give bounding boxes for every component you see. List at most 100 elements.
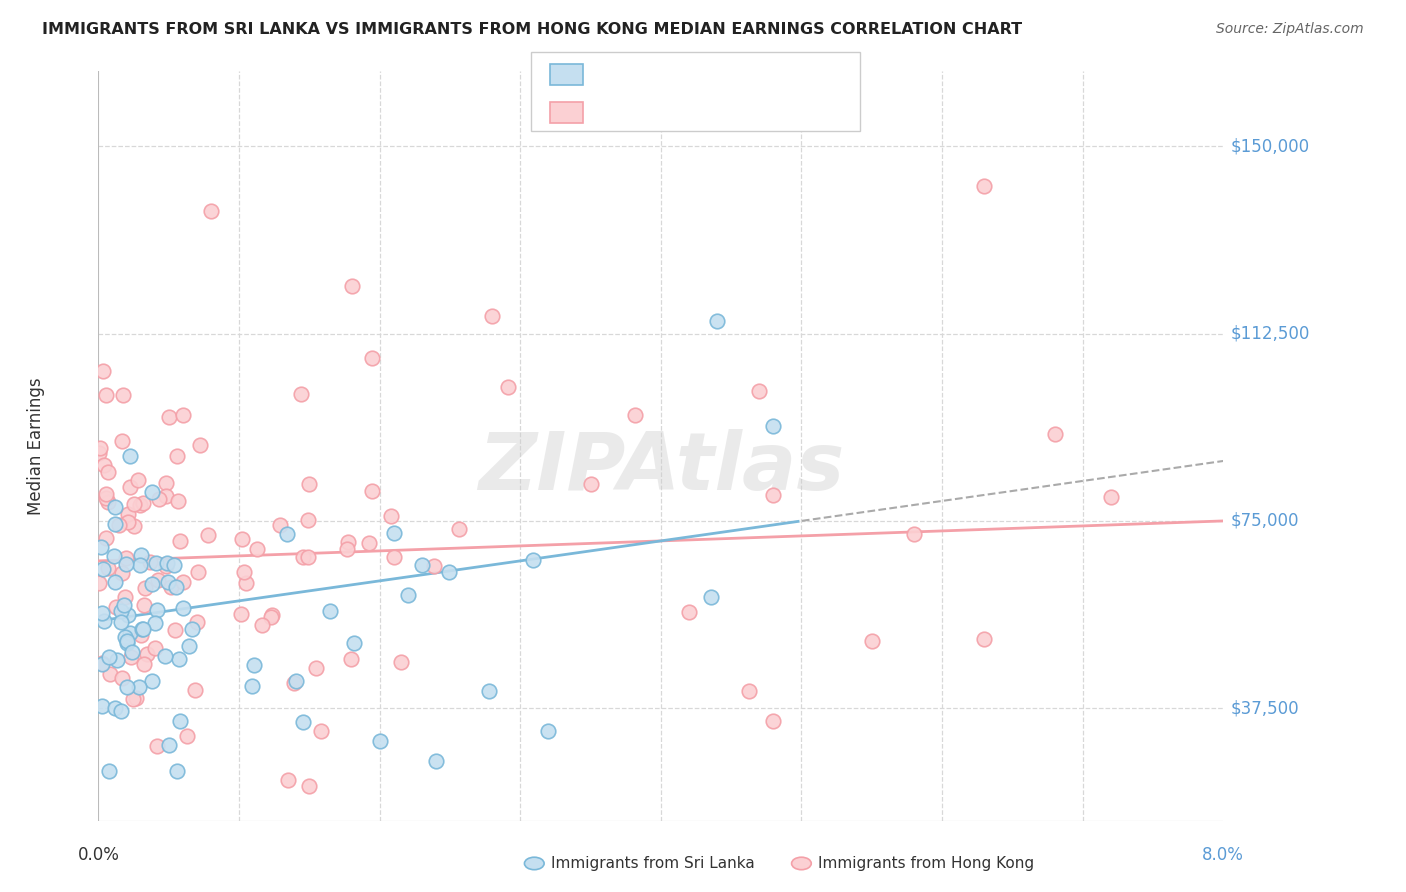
Text: $112,500: $112,500 <box>1230 325 1309 343</box>
Point <box>176 729 198 743</box>
Point <box>97 561 120 575</box>
Point <box>246 542 269 557</box>
Point <box>297 513 319 527</box>
Point <box>240 679 263 693</box>
Point <box>380 509 402 524</box>
Point <box>169 534 191 549</box>
Text: Immigrants from Sri Lanka: Immigrants from Sri Lanka <box>551 856 755 871</box>
Point <box>678 605 700 619</box>
Point <box>90 657 112 671</box>
Point <box>762 714 785 728</box>
Point <box>290 387 312 401</box>
Point <box>118 480 141 494</box>
Point <box>283 676 305 690</box>
Point <box>89 442 111 456</box>
Point <box>90 698 112 713</box>
Point <box>110 604 132 618</box>
Point <box>90 540 112 554</box>
Point <box>165 623 187 637</box>
Point <box>181 623 204 637</box>
Point <box>104 500 127 514</box>
Point <box>357 536 380 550</box>
Point <box>110 704 132 718</box>
Point <box>738 684 761 698</box>
Point <box>860 634 883 648</box>
Point <box>162 558 184 573</box>
Point <box>336 541 359 556</box>
Point <box>136 647 159 661</box>
Point <box>903 526 925 541</box>
Point <box>90 657 112 671</box>
Point <box>172 408 194 422</box>
Point <box>522 553 544 567</box>
Point <box>318 604 340 618</box>
Point <box>91 562 114 576</box>
Point <box>124 519 146 533</box>
Point <box>155 475 177 490</box>
Point <box>309 724 332 739</box>
Point <box>437 565 460 579</box>
Point <box>131 622 153 636</box>
Point <box>156 574 179 589</box>
Point <box>141 577 163 591</box>
Point <box>112 388 135 402</box>
Point <box>107 653 129 667</box>
Point <box>579 477 602 491</box>
Point <box>111 566 134 581</box>
Point <box>762 488 785 502</box>
Point <box>145 556 167 570</box>
Point <box>115 633 138 648</box>
Point <box>129 548 152 562</box>
Point <box>127 473 149 487</box>
Point <box>389 656 412 670</box>
Point <box>141 485 163 500</box>
Point <box>340 279 363 293</box>
Point <box>98 667 121 681</box>
Point <box>111 434 134 448</box>
Point <box>706 314 728 328</box>
Point <box>336 535 359 549</box>
Point <box>183 683 205 698</box>
Point <box>156 556 179 570</box>
Point <box>277 773 299 788</box>
Text: 69: 69 <box>716 66 745 84</box>
Point <box>243 657 266 672</box>
Point <box>298 477 321 491</box>
Point <box>276 526 298 541</box>
Point <box>166 449 188 463</box>
Point <box>132 496 155 510</box>
Point <box>188 438 211 452</box>
Point <box>111 671 134 685</box>
Point <box>141 673 163 688</box>
Point <box>146 573 169 587</box>
Text: R =: R = <box>593 103 630 121</box>
Point <box>125 691 148 706</box>
Point <box>115 636 138 650</box>
Point <box>122 692 145 706</box>
Text: 0.222: 0.222 <box>626 66 679 84</box>
Point <box>396 588 419 602</box>
Point <box>368 733 391 747</box>
Point <box>298 779 321 793</box>
Point <box>103 549 125 563</box>
Point <box>132 657 155 672</box>
Point <box>447 522 470 536</box>
Point <box>121 645 143 659</box>
Point <box>134 581 156 595</box>
Point <box>120 649 142 664</box>
Point <box>97 495 120 509</box>
Point <box>114 591 136 605</box>
Point <box>157 738 180 752</box>
Point <box>128 499 150 513</box>
Point <box>117 515 139 529</box>
Point <box>138 555 160 569</box>
Point <box>120 449 142 463</box>
Point <box>167 494 190 508</box>
Point <box>155 559 177 574</box>
Point <box>97 465 120 479</box>
Point <box>231 532 253 546</box>
Text: R =: R = <box>593 66 630 84</box>
Point <box>97 764 120 778</box>
Text: N =: N = <box>675 66 717 84</box>
Point <box>143 640 166 655</box>
